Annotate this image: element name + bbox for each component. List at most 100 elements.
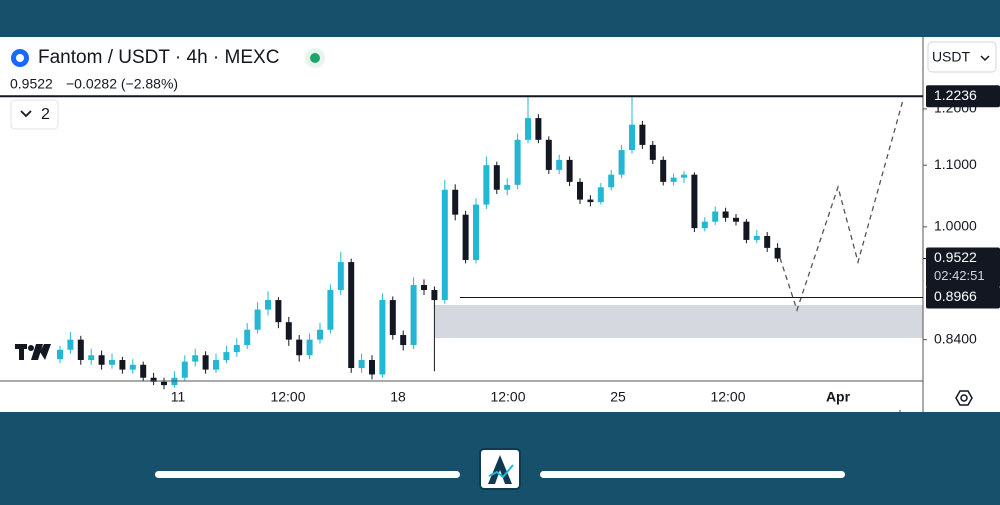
candle-body (753, 235, 760, 240)
candle-body (244, 329, 251, 346)
candle-body (670, 177, 677, 182)
candle-body (483, 165, 490, 205)
candle-body (681, 174, 687, 178)
candle-body (587, 199, 594, 203)
x-tick-label: 18 (390, 389, 406, 405)
y-tick-label: 1.1000 (934, 156, 977, 172)
x-tick-label: 12:00 (710, 389, 745, 405)
candle-body (400, 335, 407, 346)
candle-body (722, 211, 729, 218)
candle-body (233, 345, 240, 353)
bar-right (540, 471, 845, 478)
level-label: 1.2236 (934, 87, 977, 103)
level-label-bg (926, 85, 1000, 108)
level-label: 0.8966 (934, 288, 977, 304)
candle-body (545, 139, 552, 170)
currency-button[interactable] (927, 41, 997, 73)
candle-body (223, 352, 230, 360)
candle-body (213, 359, 219, 370)
tv-logo (15, 344, 51, 360)
candle-body (712, 211, 719, 222)
x-tick-label: Apr (826, 389, 851, 405)
last-price-label: 0.9522 (934, 249, 977, 265)
indicators-button[interactable] (10, 99, 59, 130)
candle-body (701, 221, 708, 229)
candle-body (348, 262, 355, 368)
candle-body (379, 300, 386, 375)
candle-body (493, 165, 500, 190)
candle-body (504, 184, 511, 190)
candle-body (764, 235, 771, 248)
symbol-icon (11, 49, 29, 67)
candle-body (57, 349, 63, 360)
chevron (20, 110, 32, 118)
candle-body (161, 381, 167, 386)
candle-body (369, 359, 375, 375)
candle-body (462, 214, 469, 261)
currency-chevron (980, 55, 990, 62)
candle-body (691, 174, 698, 229)
candle-body (306, 339, 313, 356)
candle-body (150, 377, 157, 382)
candle-body (410, 285, 417, 346)
plot (57, 96, 781, 390)
candle-body (254, 309, 261, 330)
candle-body (743, 221, 750, 240)
candle-body (181, 361, 188, 378)
y-tick-label: 1.0000 (934, 218, 977, 234)
top-band (0, 0, 1000, 37)
x-tick-label: 25 (610, 389, 626, 405)
candle-body (597, 187, 604, 203)
candle-body (473, 204, 479, 261)
candle-body (67, 339, 74, 350)
candle-body (556, 159, 563, 170)
chart-area (0, 37, 1000, 412)
candle-body (566, 159, 573, 182)
currency-label: USDT (932, 49, 971, 65)
symbol-title: Fantom / USDT · 4h · MEXC (38, 47, 279, 68)
demand-zone (435, 305, 923, 338)
candle-body (129, 364, 136, 370)
indicator-count: 2 (41, 106, 50, 123)
candle-body (109, 359, 115, 365)
candle-body (535, 118, 542, 140)
last-price: 0.9522 (10, 76, 53, 92)
bar-left (155, 471, 460, 478)
candle-body (98, 355, 105, 365)
candle-body (577, 181, 583, 200)
candle-body (202, 355, 209, 370)
candle-body (317, 329, 323, 340)
candle-body (452, 189, 459, 215)
candle-body (733, 217, 739, 222)
candle-body (140, 364, 147, 378)
candle-body (77, 339, 84, 360)
candle-body (358, 359, 365, 368)
candle-body (649, 144, 656, 160)
candle-body (639, 124, 646, 145)
candle-body (88, 355, 95, 360)
last-price-bg (926, 247, 1000, 288)
candle-body (525, 118, 531, 140)
candle-body (327, 290, 334, 330)
candle-body (421, 285, 427, 291)
candle-body (389, 300, 396, 336)
x-tick-label: 11 (171, 389, 186, 405)
level-label-bg (926, 286, 1000, 309)
countdown: 02:42:51 (934, 268, 985, 283)
candle-body (192, 355, 199, 362)
candle-body (119, 359, 126, 370)
candle-body (265, 300, 271, 310)
y-tick-label: 0.8400 (934, 330, 977, 346)
candle-body (296, 339, 303, 356)
x-tick-label: 12:00 (270, 389, 305, 405)
candle-body (629, 124, 635, 151)
brand-logo (479, 448, 521, 490)
settings-icon[interactable] (955, 390, 973, 406)
candle-body (618, 150, 625, 175)
candle-body (337, 262, 344, 291)
candle-body (660, 159, 667, 182)
candle-body (431, 290, 438, 301)
candle-body (275, 300, 282, 323)
